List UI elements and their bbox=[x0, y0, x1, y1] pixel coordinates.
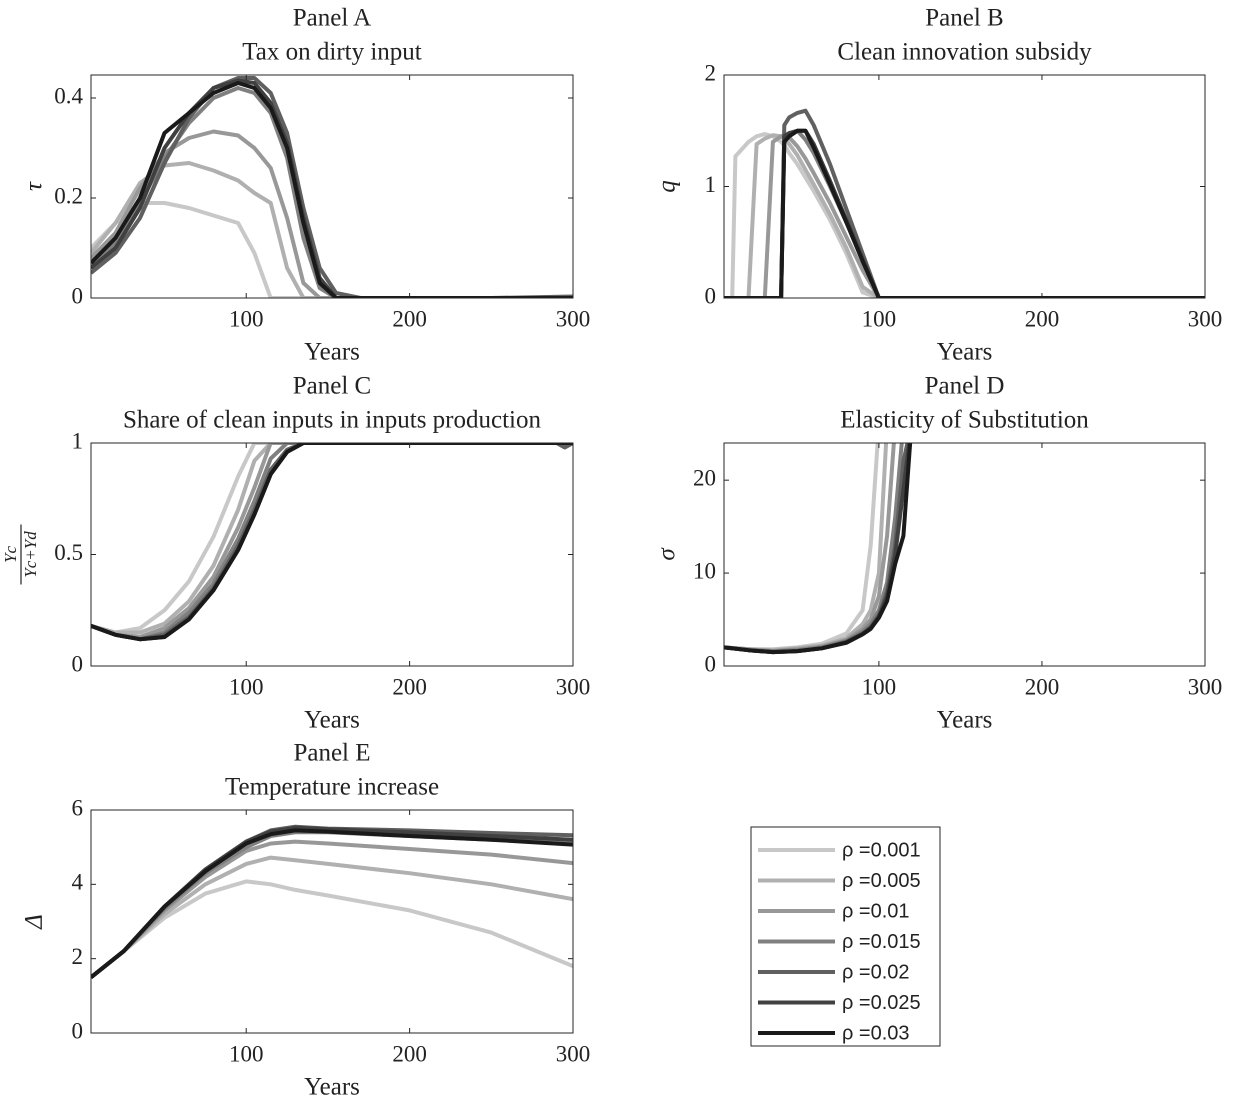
plot-area bbox=[724, 75, 1205, 298]
axes-box bbox=[90, 74, 574, 299]
y-tick-label: 1 bbox=[705, 172, 717, 197]
plot-area bbox=[91, 810, 573, 1033]
x-tick-label: 200 bbox=[1025, 674, 1060, 699]
legend-label: ρ =0.015 bbox=[842, 931, 921, 953]
series-line bbox=[91, 201, 573, 298]
y-tick-label: 1 bbox=[72, 428, 84, 453]
y-tick-label: 20 bbox=[693, 465, 716, 490]
y-label-denominator: Yc+Yd bbox=[21, 531, 40, 578]
legend-label: ρ =0.02 bbox=[842, 961, 910, 983]
chart-subtitle: Elasticity of Substitution bbox=[840, 407, 1089, 434]
legend-label: ρ =0.01 bbox=[842, 900, 910, 922]
series-line bbox=[91, 828, 573, 979]
y-tick-label: 0.5 bbox=[54, 540, 83, 565]
y-axis-label: Δ bbox=[21, 914, 48, 930]
legend-label: ρ =0.005 bbox=[842, 870, 921, 892]
chart-title: Panel A bbox=[293, 5, 371, 32]
x-tick-label: 200 bbox=[392, 306, 427, 331]
x-tick-label: 300 bbox=[556, 674, 591, 699]
x-tick-label: 100 bbox=[862, 306, 897, 331]
chart-subtitle: Tax on dirty input bbox=[242, 39, 422, 66]
x-tick-label: 200 bbox=[392, 674, 427, 699]
x-axis-label: Years bbox=[937, 339, 993, 366]
y-tick-label: 2 bbox=[705, 60, 717, 85]
y-axis-label: σ bbox=[654, 547, 681, 561]
series-line bbox=[91, 443, 573, 642]
series-line bbox=[91, 443, 573, 635]
series-line bbox=[91, 443, 573, 635]
plot-area bbox=[724, 443, 1205, 666]
x-tick-label: 300 bbox=[556, 1041, 591, 1066]
chart-subtitle: Clean innovation subsidy bbox=[837, 39, 1092, 66]
y-tick-label: 0 bbox=[705, 283, 717, 308]
x-tick-label: 100 bbox=[229, 306, 264, 331]
series-line bbox=[724, 443, 913, 655]
plot-area bbox=[91, 75, 573, 298]
axes-box bbox=[90, 809, 574, 1034]
series-line bbox=[724, 128, 1205, 298]
chart-subtitle: Temperature increase bbox=[225, 774, 439, 801]
y-tick-label: 0 bbox=[705, 651, 717, 676]
y-tick-label: 4 bbox=[72, 870, 84, 895]
y-tick-label: 0 bbox=[72, 1018, 84, 1043]
legend: ρ =0.001 ρ =0.005 ρ =0.01 ρ =0.015 ρ =0.02 ρ … bbox=[750, 826, 941, 1047]
x-tick-label: 200 bbox=[1025, 306, 1060, 331]
y-tick-label: 2 bbox=[72, 944, 84, 969]
legend-label: ρ =0.03 bbox=[842, 1022, 910, 1044]
legend-box bbox=[750, 826, 941, 1047]
y-tick-label: 0 bbox=[72, 283, 84, 308]
x-tick-label: 300 bbox=[556, 306, 591, 331]
series-line bbox=[91, 81, 573, 298]
x-tick-label: 300 bbox=[1188, 306, 1223, 331]
y-axis-label: q bbox=[654, 180, 681, 193]
chart-title: Panel D bbox=[925, 373, 1005, 400]
series-line bbox=[91, 443, 573, 639]
chart-title: Panel B bbox=[925, 5, 1003, 32]
y-axis-label: τ bbox=[21, 181, 48, 191]
y-tick-label: 10 bbox=[693, 558, 716, 583]
x-tick-label: 200 bbox=[392, 1041, 427, 1066]
y-label-numerator: Yc bbox=[1, 546, 20, 563]
legend-label: ρ =0.025 bbox=[842, 992, 921, 1014]
x-axis-label: Years bbox=[937, 707, 993, 734]
x-tick-label: 300 bbox=[1188, 674, 1223, 699]
chart-title: Panel E bbox=[293, 740, 370, 767]
legend-label: ρ =0.001 bbox=[842, 839, 921, 861]
x-tick-label: 100 bbox=[862, 674, 897, 699]
y-tick-label: 0 bbox=[72, 651, 84, 676]
y-tick-label: 6 bbox=[72, 795, 84, 820]
x-axis-label: Years bbox=[304, 339, 360, 366]
y-axis-label: Yc Yc+Yd bbox=[1, 524, 40, 585]
chart-title: Panel C bbox=[293, 373, 371, 400]
y-tick-label: 0.2 bbox=[54, 183, 83, 208]
axes-box bbox=[723, 442, 1206, 667]
series-line bbox=[91, 76, 573, 298]
chart-subtitle: Share of clean inputs in inputs producti… bbox=[123, 407, 541, 434]
x-tick-label: 100 bbox=[229, 1041, 264, 1066]
x-tick-label: 100 bbox=[229, 674, 264, 699]
series-line bbox=[91, 78, 573, 298]
x-axis-label: Years bbox=[304, 1074, 360, 1101]
x-axis-label: Years bbox=[304, 707, 360, 734]
y-tick-label: 0.4 bbox=[54, 83, 83, 108]
